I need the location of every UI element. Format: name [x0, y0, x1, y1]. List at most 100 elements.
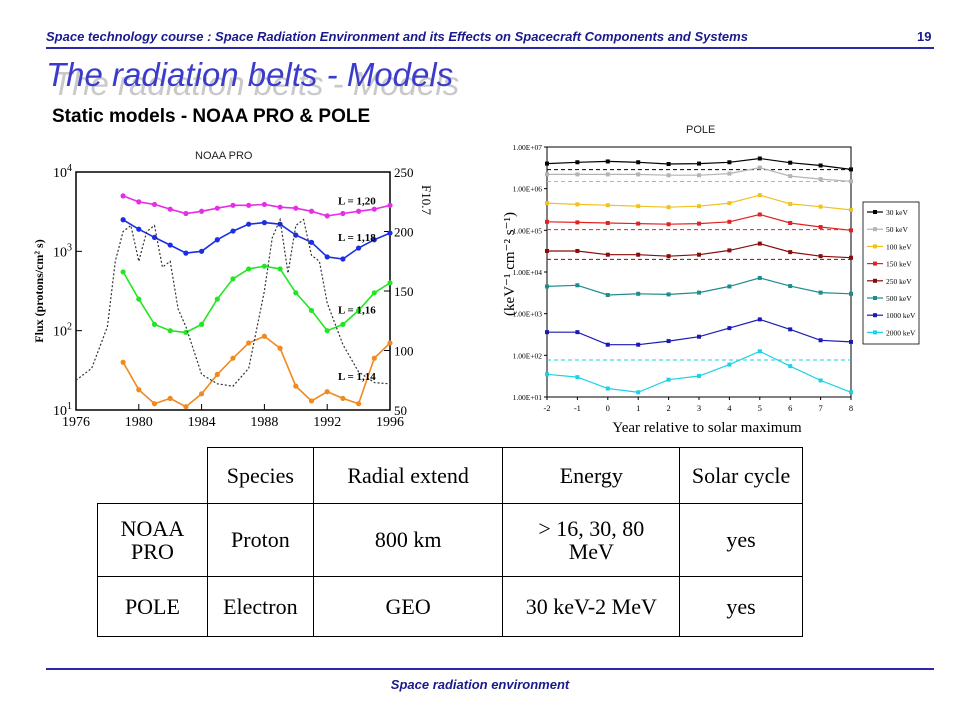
data-point	[167, 395, 173, 402]
data-point	[324, 389, 330, 395]
data-point	[818, 225, 823, 230]
data-point	[666, 205, 671, 210]
data-point	[636, 342, 641, 347]
series-2000-kev	[545, 349, 853, 395]
data-point	[371, 355, 377, 361]
table-cell: 30 keV-2 MeV	[502, 575, 681, 638]
data-point	[324, 213, 330, 219]
pole-x-tick-label: 3	[697, 403, 701, 413]
series-line	[122, 265, 391, 334]
data-point	[545, 330, 549, 335]
data-point	[545, 201, 549, 206]
noaa-y2-tick-label: 50	[394, 403, 407, 418]
data-point	[636, 160, 641, 165]
data-point	[167, 206, 173, 212]
data-point	[818, 290, 823, 295]
data-point	[340, 210, 346, 217]
data-point	[120, 217, 126, 223]
series-250-kev	[545, 241, 853, 260]
data-point	[324, 328, 330, 334]
table-row-header: POLE	[97, 575, 208, 638]
pole-plot-frame	[546, 146, 852, 398]
data-point	[214, 296, 220, 302]
data-point	[757, 193, 762, 198]
noaa-l-shell-annotation: L = 1,20	[338, 195, 376, 207]
legend-swatch-marker	[873, 278, 877, 283]
data-point	[183, 404, 189, 410]
data-point	[120, 359, 126, 365]
legend-swatch-marker	[873, 330, 877, 335]
pole-y-tick-label: 1.00E+02	[513, 351, 543, 360]
pole-x-axis-label: Year relative to solar maximum	[612, 420, 802, 436]
data-point	[340, 395, 346, 402]
data-point	[545, 219, 549, 224]
data-point	[818, 254, 823, 259]
pole-legend-box	[862, 201, 920, 345]
noaa-l-shell-annotation: L = 1,18	[338, 232, 376, 244]
noaa-l-shell-annotation: L = 1,14	[338, 371, 376, 383]
data-point	[697, 373, 701, 378]
data-point	[167, 328, 173, 334]
noaa-x-tick-label: 1980	[125, 415, 153, 430]
data-point	[849, 179, 853, 184]
data-point	[727, 362, 732, 367]
data-point	[545, 284, 549, 289]
pole-y-tick-label: 1.00E+06	[513, 185, 543, 194]
slide-title-shadow: The radiation belts - Models	[52, 65, 460, 102]
table-cell: 800 km	[312, 503, 504, 577]
pole-x-tick-label: 1	[636, 403, 640, 413]
data-point	[697, 334, 701, 339]
data-point	[697, 290, 701, 295]
pole-chart-caption: POLE	[686, 124, 716, 136]
table-row: POLE Electron GEO 30 keV-2 MeV yes	[97, 575, 803, 638]
data-point	[371, 237, 377, 243]
data-point	[356, 307, 362, 314]
legend-label: 500 keV	[886, 294, 912, 303]
data-point	[214, 205, 220, 211]
data-point	[575, 330, 580, 335]
data-point	[136, 387, 142, 393]
table-cell: GEO	[312, 575, 504, 638]
data-point	[575, 248, 580, 253]
data-point	[849, 228, 853, 233]
data-point	[214, 237, 220, 243]
data-point	[293, 383, 299, 389]
data-point	[849, 167, 853, 172]
series-line	[122, 335, 391, 408]
data-point	[849, 339, 853, 344]
table-cell: Proton	[206, 503, 314, 577]
pole-x-tick-label: 6	[788, 403, 792, 413]
data-point	[261, 333, 267, 339]
data-point	[199, 321, 205, 327]
data-point	[340, 321, 346, 327]
series-l-1-20	[120, 193, 393, 219]
footer-rule	[46, 668, 934, 670]
pole-chart: 1.00E+07 1.00E+06 1.00E+05 1.00E+04 1.00E+03…	[502, 143, 920, 436]
data-point	[261, 201, 267, 208]
data-point	[727, 160, 732, 165]
data-point	[788, 201, 793, 206]
series-l-1-14	[120, 333, 393, 410]
data-point	[757, 317, 762, 322]
data-point	[727, 171, 732, 176]
data-point	[356, 245, 362, 251]
page-number: 19	[917, 29, 932, 44]
pole-x-tick-label: 5	[758, 403, 762, 413]
legend-swatch-marker	[873, 313, 877, 318]
data-point	[636, 252, 641, 257]
pole-y-axis-label: (keV⁻¹ cm⁻² s⁻¹)	[502, 212, 518, 316]
series-line	[75, 217, 391, 387]
data-point	[636, 172, 641, 177]
legend-label: 150 keV	[886, 260, 912, 269]
data-point	[849, 207, 853, 212]
data-point	[666, 292, 671, 297]
noaa-x-tick-label: 1976	[62, 415, 90, 430]
series-500-kev	[545, 275, 853, 298]
table-cell: yes	[679, 503, 803, 577]
data-point	[605, 220, 610, 225]
noaa-pro-chart: 1976 1980 1984 1988 1992 19961041031021012502…	[32, 163, 434, 430]
noaa-l-shell-annotation: L = 1,16	[338, 304, 376, 316]
data-point	[605, 293, 610, 298]
data-point	[230, 202, 236, 208]
data-point	[151, 201, 158, 208]
